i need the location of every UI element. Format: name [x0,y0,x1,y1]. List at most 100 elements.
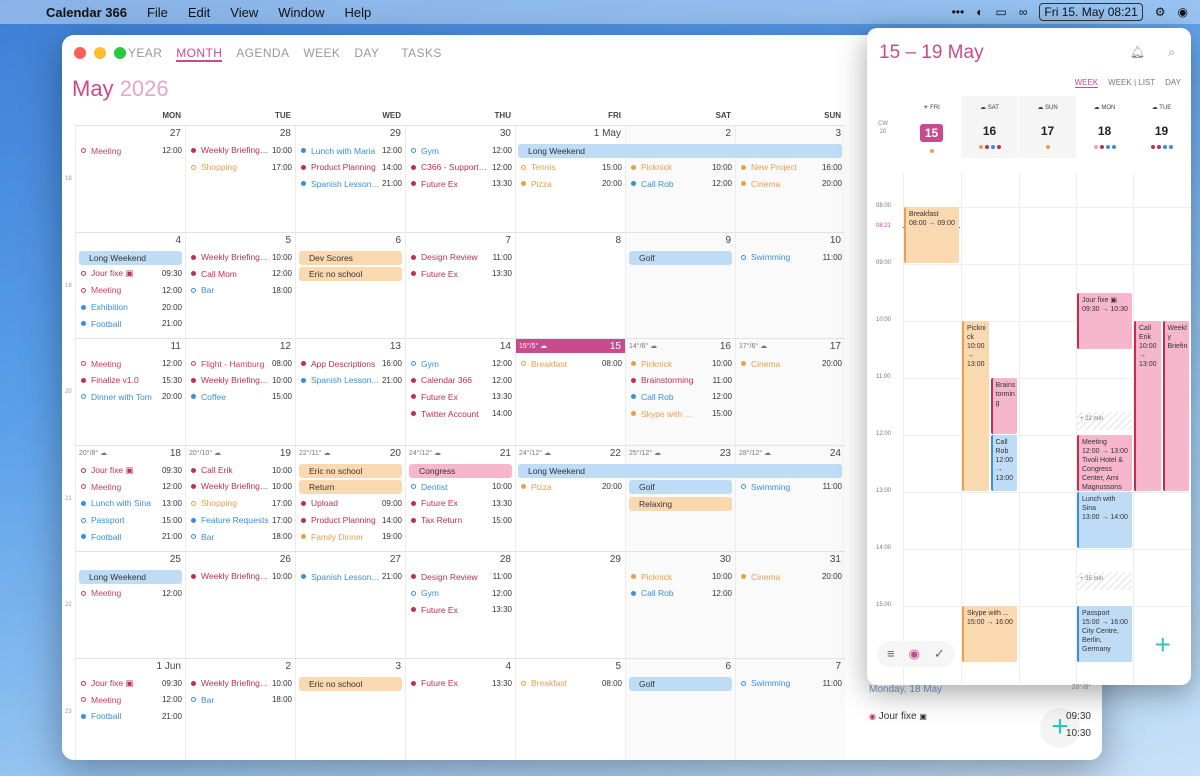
event-item[interactable]: Meeting 12:00 [79,693,182,706]
event-item[interactable]: Flight - Hamburg 08:00 [189,357,292,370]
add-event-button[interactable]: + [1040,708,1080,748]
week-event[interactable]: Weekl y Briefin [1162,321,1189,491]
day-cell[interactable]: 19 20°/10° ☁ Call Erik 10:00 Weekly Briefing… [185,445,295,551]
day-cell[interactable]: 7 Swimming 11:00 [735,658,845,760]
event-item[interactable]: Lunch with Maria 12:00 [299,144,402,157]
day-cell[interactable]: 10 Swimming 11:00 [735,232,845,338]
day-cell[interactable]: 3Translation14:00New Project16:00Cinema2… [735,126,845,232]
event-item[interactable]: Upload 09:00 [299,497,402,510]
day-cell[interactable]: 15 15°/5° ☁ Breakfast 08:00 [515,339,625,445]
menu-file[interactable]: File [146,4,168,20]
day-cell[interactable]: 18 20°/8° ☁ Jour fixe ▣ 09:30 Meeting 12:00 Lu… [75,445,185,551]
event-item[interactable]: Gym 12:00 [409,144,512,157]
day-cell[interactable]: 6 Dev Scores Eric no school [295,232,405,338]
menubar-clock[interactable]: Fri 15. May 08:21 [1039,3,1143,21]
day-cell[interactable]: 27 Spanish Lesson... 21:00 [295,552,405,658]
week-event[interactable]: Lunch with Sina 13:00 → 14:00 [1077,492,1132,548]
event-item[interactable]: Jour fixe ▣ 09:30 [79,464,182,477]
multi-day-event[interactable]: Long Weekend [518,463,842,478]
event-item[interactable]: Spanish Lesson... 21:00 [299,570,402,583]
event-item[interactable]: Call Mom 12:00 [189,267,292,280]
event-item[interactable]: Design Review 11:00 [409,251,512,264]
event-bar[interactable]: Congress [409,463,512,478]
bell-icon[interactable]: 🔔︎ [1129,45,1145,59]
menu-window[interactable]: Window [278,4,325,20]
menu-view[interactable]: View [230,4,259,20]
app-menu[interactable]: Calendar 366 [46,4,127,20]
day-cell[interactable]: 5 Breakfast 08:00 [515,658,625,760]
day-cell[interactable]: 24 28°/12° ☁ Swimming 11:00 [735,445,845,551]
event-item[interactable]: Football 21:00 [79,710,182,723]
day-cell[interactable]: 16 14°/6° ☁ Picknick 10:00 Brainstorming 11:0… [625,339,735,445]
event-bar[interactable]: Golf [629,676,732,691]
event-item[interactable]: Cinema 20:00 [739,570,842,583]
day-column-header[interactable]: ☁ TUE 19 [1133,96,1190,158]
event-item[interactable]: Pizza 20:00 [519,177,622,190]
event-item[interactable]: Weekly Briefing ♟ 10:00 [189,677,292,690]
event-item[interactable]: Weekly Briefing ♟ 10:00 [189,570,292,583]
day-cell[interactable]: 27 Meeting 12:00 [75,126,185,232]
tab-week-list[interactable]: WEEK | LIST [1108,78,1156,87]
event-item[interactable]: Swimming 11:00 [739,677,842,690]
event-item[interactable]: Gym 12:00 [409,587,512,600]
event-item[interactable]: Meeting 12:00 [79,587,182,600]
day-cell[interactable]: 6 Golf [625,658,735,760]
day-cell[interactable]: 29 Lunch with Maria 12:00 Product Planning 1… [295,126,405,232]
week-event[interactable]: Passport 15:00 → 16:00 City Centre, Berl… [1077,606,1132,662]
tab-week-popover[interactable]: WEEK [1074,78,1099,88]
event-bar[interactable]: Relaxing [629,496,732,511]
day-cell[interactable]: 20 22°/11° ☁ Eric no school Return Upload 09:… [295,445,405,551]
multi-day-event[interactable]: Long Weekend [518,144,842,158]
week-event[interactable]: Skype with ... 15:00 → 16:00 [962,606,1017,662]
event-bar[interactable]: Dev Scores [299,250,402,265]
event-item[interactable]: Weekly Briefing ♟ 10:00 [189,374,292,387]
event-item[interactable]: Swimming 11:00 [739,251,842,264]
event-item[interactable]: Shopping 17:00 [189,497,292,510]
event-item[interactable]: Feature Requests 17:00 [189,514,292,527]
event-item[interactable]: Bar 18:00 [189,284,292,297]
event-item[interactable]: Meeting 12:00 [79,144,182,157]
day-cell[interactable]: 1 Jun Jour fixe ▣ 09:30 Meeting 12:00 Footbal… [75,658,185,760]
day-cell[interactable]: 2 Weekly Briefing ♟ 10:00 Bar 18:00 [185,658,295,760]
event-item[interactable]: Future Ex 13:30 [409,497,512,510]
event-item[interactable]: Football 21:00 [79,317,182,330]
popover-add-button[interactable]: + [1154,629,1171,660]
week-event[interactable]: Brains tormin g [990,378,1017,434]
week-event[interactable]: Meeting 12:00 → 13:00 Tivoli Hotel & Con… [1077,435,1132,491]
day-cell[interactable]: 5 Weekly Briefing ♟ 10:00 Call Mom 12:00 Bar 1… [185,232,295,338]
event-bar[interactable]: Eric no school [299,463,402,478]
event-item[interactable]: Product Planning 14:00 [299,161,402,174]
menu-help[interactable]: Help [344,4,372,20]
tab-day[interactable]: DAY [354,46,380,60]
event-item[interactable]: Call Erik 10:00 [189,464,292,477]
check-icon[interactable]: ✓ [933,646,945,661]
event-item[interactable]: Finalize v1.0 15:30 [79,374,182,387]
event-item[interactable]: Swimming 11:00 [739,480,842,493]
day-cell[interactable]: 22 24°/12° ☁ Pizza 20:00 [515,445,625,551]
day-column-header[interactable]: ☁ SAT 16 [961,96,1018,158]
day-cell[interactable]: 31 Cinema 20:00 [735,552,845,658]
day-cell[interactable]: 1 May Tennis 15:00 Pizza 20:00 [515,126,625,232]
event-item[interactable]: Spanish Lesson... 21:00 [299,374,402,387]
event-item[interactable]: Bar 18:00 [189,530,292,543]
event-item[interactable]: Breakfast 08:00 [519,357,622,370]
event-item[interactable]: Product Planning 14:00 [299,514,402,527]
event-item[interactable]: Meeting 12:00 [79,284,182,297]
day-cell[interactable]: 4 Future Ex 13:30 [405,658,515,760]
event-item[interactable]: Call Rob 12:00 [629,177,732,190]
event-bar[interactable]: Long Weekend [79,250,182,265]
more-icon[interactable]: ••• [951,5,965,19]
event-item[interactable]: Brainstorming 11:00 [629,374,732,387]
week-event[interactable]: Call Rob 12:00 → 13:00 [990,435,1017,491]
day-column-header[interactable]: ☁ SUN 17 [1019,96,1076,158]
day-cell[interactable]: 23 25°/12° ☁ Golf Relaxing [625,445,735,551]
event-item[interactable]: Bar 18:00 [189,693,292,706]
minimize-button[interactable] [94,47,106,59]
event-item[interactable]: Call Rob 12:00 [629,587,732,600]
event-item[interactable]: Jour fixe ▣ 09:30 [79,677,182,690]
day-cell[interactable]: 25 Long Weekend Meeting 12:00 [75,552,185,658]
day-cell[interactable]: 7 Design Review 11:00 Future Ex 13:30 [405,232,515,338]
event-item[interactable]: Call Rob 12:00 [629,390,732,403]
event-bar[interactable]: Long Weekend [79,570,182,584]
event-item[interactable]: Family Dinner 19:00 [299,530,402,543]
